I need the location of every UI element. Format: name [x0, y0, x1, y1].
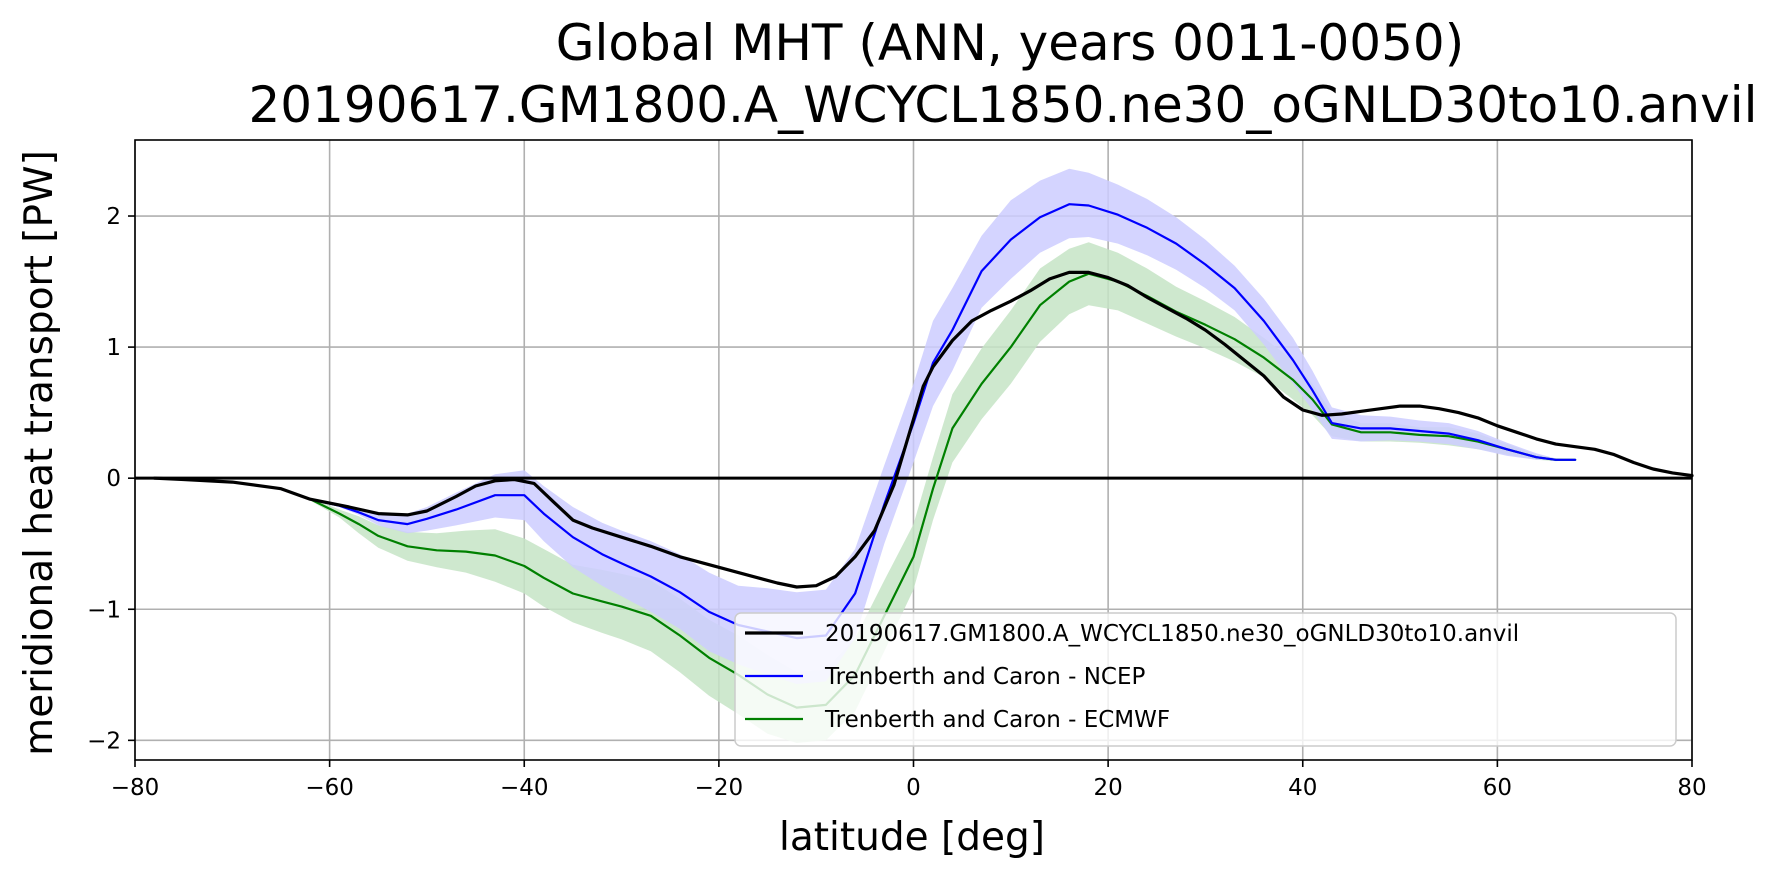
y-tick-label: 2	[106, 204, 121, 230]
y-tick-label: −1	[87, 597, 121, 623]
chart-title-line1: Global MHT (ANN, years 0011-0050)	[556, 14, 1464, 72]
legend-box	[734, 612, 1677, 747]
x-tick-label: 60	[1483, 775, 1512, 801]
x-tick-label: 20	[1093, 775, 1122, 801]
legend: 20190617.GM1800.A_WCYCL1850.ne30_oGNLD30…	[734, 612, 1677, 747]
y-tick-label: 1	[106, 335, 121, 361]
x-tick-label: 0	[906, 775, 921, 801]
x-axis-ticks: −80 −60 −40 −20 0 20 40 60 80	[111, 760, 1707, 801]
x-tick-label: 80	[1677, 775, 1706, 801]
ecmwf-series-line	[279, 272, 1577, 709]
legend-label-model: 20190617.GM1800.A_WCYCL1850.ne30_oGNLD30…	[825, 621, 1519, 647]
x-axis-label: latitude [deg]	[779, 815, 1045, 860]
y-axis-ticks: −2 −1 0 1 2	[87, 204, 135, 754]
chart-title-line2: 20190617.GM1800.A_WCYCL1850.ne30_oGNLD30…	[248, 76, 1757, 134]
model-series-line	[152, 270, 1694, 589]
x-tick-label: −40	[500, 775, 549, 801]
ncep-series-line	[279, 203, 1577, 640]
x-tick-label: 40	[1288, 775, 1317, 801]
x-tick-label: −60	[305, 775, 354, 801]
y-tick-label: −2	[87, 728, 121, 754]
y-tick-label: 0	[106, 466, 121, 492]
legend-label-ncep: Trenberth and Caron - NCEP	[824, 664, 1146, 690]
legend-label-ecmwf: Trenberth and Caron - ECMWF	[824, 707, 1170, 733]
series-lines	[152, 203, 1694, 709]
x-tick-label: −80	[111, 775, 160, 801]
x-tick-label: −20	[695, 775, 744, 801]
y-axis-label: meridional heat transport [PW]	[17, 150, 62, 756]
